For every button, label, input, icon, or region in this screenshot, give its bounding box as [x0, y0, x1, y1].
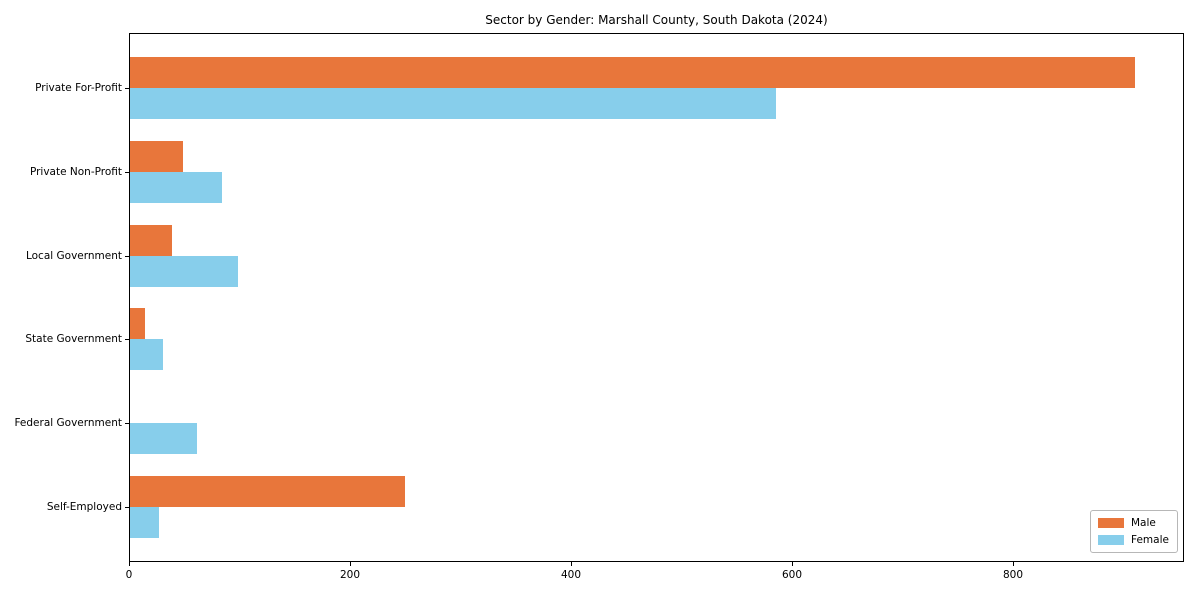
y-tick: [125, 256, 129, 257]
x-tick: [129, 562, 130, 566]
y-axis-label-state-government: State Government: [25, 333, 122, 345]
y-tick: [125, 423, 129, 424]
legend-label-male: Male: [1131, 517, 1156, 530]
plot-area: [129, 33, 1184, 562]
bar-female-self-employed: [130, 507, 159, 538]
bar-male-local-government: [130, 225, 172, 256]
y-axis-label-private-for-profit: Private For-Profit: [35, 82, 122, 94]
legend-entry-female: Female: [1098, 532, 1170, 547]
bar-female-private-for-profit: [130, 88, 776, 119]
y-tick: [125, 339, 129, 340]
legend-label-female: Female: [1131, 533, 1169, 546]
bar-female-local-government: [130, 256, 238, 287]
y-tick: [125, 172, 129, 173]
x-axis-label-200: 200: [339, 569, 361, 581]
x-tick: [571, 562, 572, 566]
x-axis-label-600: 600: [781, 569, 803, 581]
bar-male-private-for-profit: [130, 57, 1135, 88]
y-tick: [125, 88, 129, 89]
legend: Male Female: [1090, 510, 1178, 553]
x-axis-label-800: 800: [1002, 569, 1024, 581]
bar-female-state-government: [130, 339, 163, 370]
bar-female-federal-government: [130, 423, 197, 454]
x-axis-label-0: 0: [125, 569, 133, 581]
x-tick: [1013, 562, 1014, 566]
bar-female-private-non-profit: [130, 172, 222, 203]
x-tick: [350, 562, 351, 566]
bar-male-state-government: [130, 308, 145, 339]
bar-male-self-employed: [130, 476, 405, 507]
legend-entry-male: Male: [1098, 516, 1170, 531]
bar-male-private-non-profit: [130, 141, 183, 172]
x-axis-label-400: 400: [560, 569, 582, 581]
y-axis-label-federal-government: Federal Government: [14, 417, 122, 429]
y-tick: [125, 507, 129, 508]
x-tick: [792, 562, 793, 566]
y-axis-label-local-government: Local Government: [25, 250, 122, 262]
y-axis-label-private-non-profit: Private Non-Profit: [29, 166, 122, 178]
y-axis-label-self-employed: Self-Employed: [46, 501, 122, 513]
legend-swatch-female: [1098, 534, 1124, 545]
legend-swatch-male: [1098, 518, 1124, 529]
chart-title: Sector by Gender: Marshall County, South…: [485, 13, 828, 27]
